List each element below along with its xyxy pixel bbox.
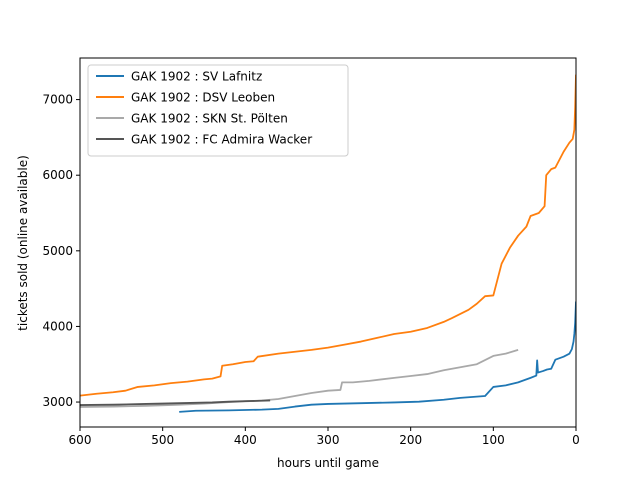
legend: GAK 1902 : SV Lafnitz GAK 1902 : DSV Leob…	[87, 64, 349, 157]
y-tick-label: 3000	[42, 395, 73, 409]
x-tick-label: 100	[482, 433, 505, 447]
series-line-4	[80, 399, 271, 406]
y-tick-label: 6000	[42, 168, 73, 182]
legend-label: GAK 1902 : SV Lafnitz	[131, 70, 262, 84]
series-line-3	[80, 349, 519, 408]
series-line-1	[179, 301, 576, 413]
series-line-2	[80, 74, 576, 397]
axes: 600 500 400 300 200 100 0 3000 4000 5000 6000 7000	[42, 57, 580, 447]
y-tick-label: 4000	[42, 319, 73, 333]
x-tick-label: 200	[399, 433, 422, 447]
y-tick-label: 5000	[42, 244, 73, 258]
legend-label: GAK 1902 : FC Admira Wacker	[131, 133, 312, 147]
x-tick-label: 300	[317, 433, 340, 447]
x-tick-label: 0	[572, 433, 580, 447]
x-tick-label: 400	[234, 433, 257, 447]
legend-label: GAK 1902 : SKN St. Pölten	[131, 112, 288, 126]
legend-box	[87, 64, 349, 157]
y-tick-label: 7000	[42, 93, 73, 107]
x-tick-label: 600	[69, 433, 92, 447]
y-axis-label: tickets sold (online available)	[16, 155, 30, 331]
x-tick-label: 500	[151, 433, 174, 447]
plot-area	[80, 74, 576, 413]
legend-label: GAK 1902 : DSV Leoben	[131, 91, 275, 105]
x-axis-label: hours until game	[277, 456, 379, 470]
